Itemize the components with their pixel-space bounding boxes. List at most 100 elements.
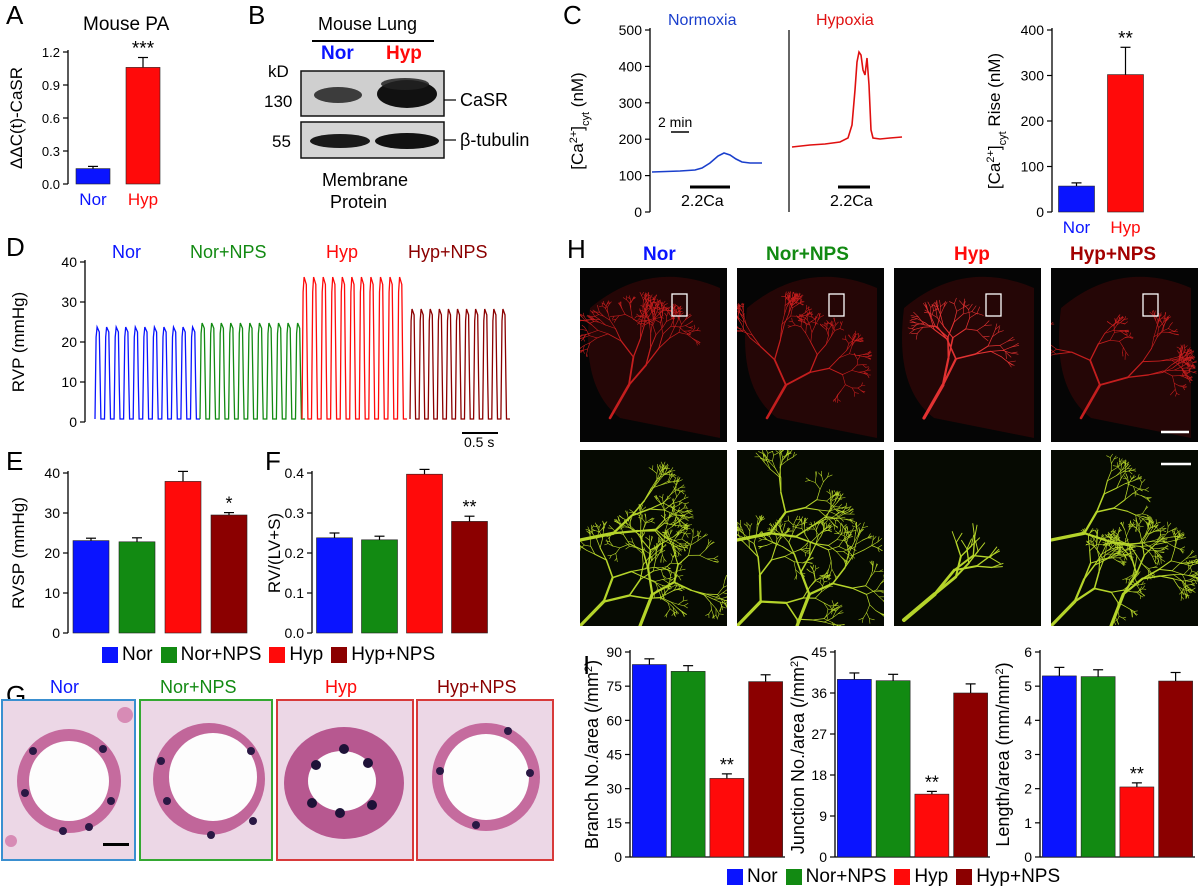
vessel-branch bbox=[665, 307, 669, 310]
vessel-branch bbox=[1124, 333, 1128, 336]
vessel-branch bbox=[580, 347, 582, 349]
vessel-branch bbox=[1149, 523, 1152, 529]
vessel-branch bbox=[851, 364, 858, 371]
vessel-branch bbox=[683, 603, 689, 607]
vessel-branch bbox=[1128, 544, 1133, 558]
vessel-branch bbox=[770, 555, 786, 561]
vessel-branch bbox=[828, 549, 832, 562]
vessel-branch bbox=[1194, 580, 1197, 584]
vessel-branch bbox=[1151, 574, 1156, 577]
vessel-branch bbox=[809, 543, 817, 558]
vessel-branch bbox=[678, 501, 681, 506]
vessel-branch bbox=[833, 492, 838, 497]
vessel-branch bbox=[863, 356, 868, 359]
vessel-branch bbox=[933, 328, 948, 340]
vessel-branch bbox=[1173, 333, 1179, 335]
blot-band-pointers bbox=[444, 99, 456, 141]
vessel-branch bbox=[966, 548, 970, 564]
vessel-branch bbox=[1056, 348, 1073, 353]
vessel-branch bbox=[1156, 327, 1160, 338]
vessel-branch bbox=[642, 549, 649, 570]
vessel-branch bbox=[737, 530, 740, 537]
vessel-branch bbox=[1125, 351, 1129, 356]
vessel-branch bbox=[629, 545, 637, 548]
vessel-branch bbox=[678, 587, 683, 590]
vessel-branch bbox=[648, 467, 653, 471]
vessel-branch bbox=[809, 367, 830, 373]
vessel-branch bbox=[628, 543, 644, 551]
legend-ef-hyp-nps: Hyp+NPS bbox=[331, 644, 435, 666]
vessel-branch bbox=[1109, 542, 1111, 547]
vessel-branch bbox=[641, 552, 644, 566]
y-tick-label: 90 bbox=[606, 644, 622, 660]
vessel-branch bbox=[1155, 550, 1160, 555]
vessel-branch bbox=[706, 558, 714, 562]
vessel-branch bbox=[673, 486, 676, 492]
vessel-branch bbox=[1172, 388, 1176, 393]
vessel-branch bbox=[1190, 365, 1195, 368]
vessel-branch bbox=[1185, 554, 1191, 559]
vessel-branch bbox=[673, 319, 679, 329]
vessel-branch bbox=[867, 355, 873, 357]
vessel-branch bbox=[667, 601, 671, 610]
vessel-branch bbox=[806, 314, 809, 320]
vessel-branch bbox=[1158, 321, 1164, 329]
blot-lane-hyp: Hyp bbox=[386, 43, 422, 64]
vessel-branch bbox=[677, 552, 682, 556]
vessel-branch bbox=[1172, 528, 1178, 531]
vessel-branch bbox=[798, 297, 803, 300]
bar-hyp-nps bbox=[451, 521, 488, 634]
histology-group-nor: Nor bbox=[50, 677, 80, 697]
vessel-branch bbox=[851, 525, 858, 528]
vessel-branch bbox=[655, 519, 666, 530]
vessel-branch bbox=[632, 297, 636, 300]
vessel-branch bbox=[649, 541, 665, 551]
vessel-branch bbox=[909, 329, 915, 334]
vessel-branch bbox=[688, 517, 694, 519]
vessel-branch bbox=[1106, 550, 1113, 555]
legend-ef-nor-nps-label: Nor+NPS bbox=[180, 644, 262, 665]
vessel-branch bbox=[1107, 533, 1111, 538]
vessel-branch bbox=[737, 304, 739, 309]
vessel-branch bbox=[630, 308, 633, 319]
vessel-branch bbox=[677, 522, 681, 529]
vessel-branch bbox=[816, 313, 819, 317]
vessel-branch bbox=[791, 296, 795, 299]
vessel-branch bbox=[593, 321, 600, 323]
vessel-branch bbox=[681, 515, 685, 518]
vessel-branch bbox=[666, 312, 669, 317]
vessel-branch bbox=[1159, 317, 1162, 322]
vessel-branch bbox=[875, 563, 877, 568]
vessel-branch bbox=[1116, 320, 1120, 326]
vessel-branch bbox=[784, 506, 806, 514]
vessel-branch bbox=[580, 319, 582, 321]
vessel-branch bbox=[1092, 541, 1095, 547]
bar-hyp-nps bbox=[1158, 680, 1193, 858]
vessel-branch bbox=[1002, 350, 1012, 354]
vessel-branch bbox=[1162, 538, 1168, 542]
vessel-branch bbox=[740, 524, 744, 531]
vessel-branch bbox=[737, 521, 741, 526]
legend-ef-hyp-label: Hyp bbox=[289, 644, 324, 665]
vessel-branch bbox=[1131, 591, 1138, 593]
vessel-branch bbox=[1196, 562, 1198, 564]
vessel-branch bbox=[862, 522, 865, 529]
vessel-branch bbox=[816, 488, 821, 501]
vessel-branch bbox=[717, 613, 720, 619]
vessel-branch bbox=[780, 450, 785, 454]
vessel-branch bbox=[835, 509, 841, 512]
vessel-branch bbox=[785, 292, 789, 296]
vessel-branch bbox=[991, 566, 1003, 568]
vessel-branch bbox=[782, 534, 790, 543]
vessel-branch bbox=[1123, 475, 1127, 480]
vessel-branch bbox=[1183, 568, 1190, 575]
vessel-branch bbox=[793, 300, 798, 304]
vessel-branch bbox=[828, 322, 834, 326]
vessel-branch bbox=[1118, 316, 1120, 321]
vessel-branch bbox=[819, 324, 824, 328]
vessel-branch bbox=[858, 334, 861, 338]
vessel-branch bbox=[649, 540, 652, 548]
vessel-branch bbox=[837, 529, 841, 535]
vessel-branch bbox=[631, 537, 634, 543]
vessel-branch bbox=[679, 489, 684, 493]
